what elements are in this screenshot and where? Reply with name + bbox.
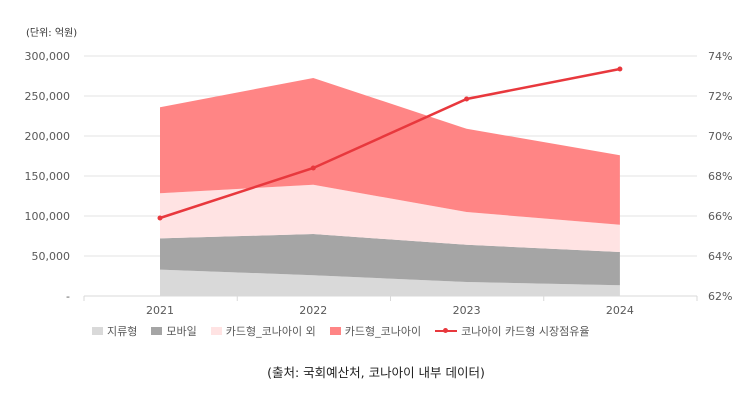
y-left-tick-label: 300,000 <box>25 50 71 63</box>
legend-label: 모바일 <box>166 325 197 338</box>
share-point <box>464 96 470 102</box>
area-0 <box>160 269 620 296</box>
legend-swatch <box>435 328 458 333</box>
y-right-tick-label: 64% <box>708 250 732 263</box>
source-note: (출처: 국회예산처, 코나아이 내부 데이터) <box>267 365 485 380</box>
area-3 <box>160 78 620 225</box>
legend-label: 카드형_코나아이 <box>344 325 422 338</box>
y-right-tick-label: 66% <box>708 210 732 223</box>
area-2 <box>160 184 620 252</box>
legend-swatch <box>151 327 163 335</box>
y-left-tick-label: - <box>66 290 70 303</box>
x-tick-label: 2022 <box>299 304 327 317</box>
legend-label: 카드형_코나아이 외 <box>225 325 316 338</box>
legend-swatch <box>92 327 103 335</box>
x-tick-label: 2024 <box>606 304 634 317</box>
y-left-tick-label: 50,000 <box>32 250 71 263</box>
legend-swatch <box>210 327 222 335</box>
legend-item: 지류형 <box>92 323 137 339</box>
x-tick-label: 2021 <box>146 304 174 317</box>
legend-swatch <box>329 327 341 335</box>
share-point <box>157 215 163 221</box>
share-point <box>617 66 623 72</box>
plot-area: - 50,000 100,000 150,000 200,000 250,000 300,0… <box>25 50 733 317</box>
y-right-tick-label: 62% <box>708 290 732 303</box>
y-right-tick-label: 72% <box>708 90 732 103</box>
y-right-tick-label: 68% <box>708 170 732 183</box>
y-left-tick-label: 100,000 <box>25 210 71 223</box>
legend: 지류형 모바일 카드형_코나아이 외 카드형_코나아이 코나아이 카드형 시장점유율 <box>92 323 590 339</box>
share-point <box>310 165 316 171</box>
legend-label: 지류형 <box>107 325 138 338</box>
legend-item: 모바일 <box>151 323 197 339</box>
y-left-tick-label: 250,000 <box>25 90 71 103</box>
y-left-tick-label: 150,000 <box>25 170 71 183</box>
unit-label: (단위: 억원) <box>26 28 78 39</box>
y-right-tick-label: 70% <box>708 130 732 143</box>
x-tick-label: 2023 <box>453 304 481 317</box>
y-left-tick-label: 200,000 <box>25 130 71 143</box>
legend-item: 카드형_코나아이 <box>329 323 422 339</box>
legend-item: 코나아이 카드형 시장점유율 <box>435 323 590 339</box>
area-1 <box>160 234 620 286</box>
share-line <box>159 67 621 220</box>
legend-item: 카드형_코나아이 외 <box>210 323 316 339</box>
y-right-tick-label: 74% <box>708 50 732 63</box>
legend-label: 코나아이 카드형 시장점유율 <box>461 325 590 338</box>
